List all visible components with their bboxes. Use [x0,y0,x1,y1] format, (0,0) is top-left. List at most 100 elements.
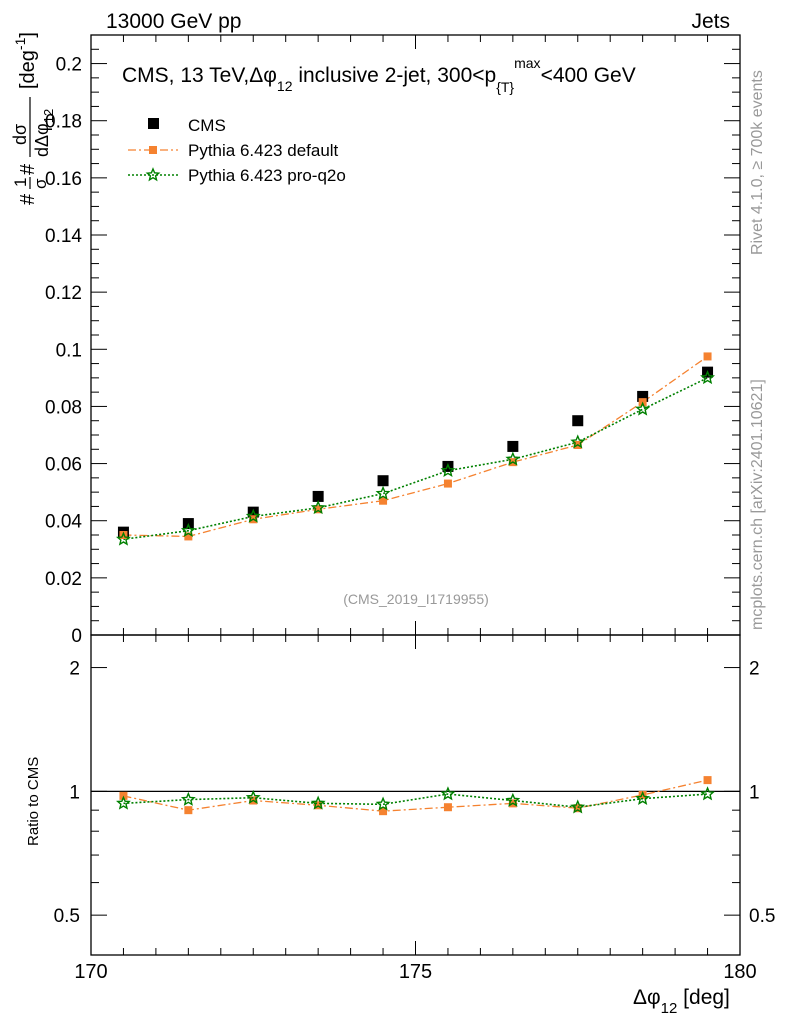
series-line-2 [123,377,708,541]
pythia-default-point [443,479,452,488]
svg-text:#: # [17,193,39,205]
y-tick-label: 0.2 [56,55,82,76]
ratio-proq2o-point [440,786,456,801]
ratio-proq2o-point [310,795,326,810]
title-subT: {T} [496,79,514,95]
ratio-proq2o-point [180,791,196,806]
cms-data-point [637,390,649,402]
x-tick-label: 175 [399,961,432,983]
ratio-default-point [379,807,388,816]
title-part-c: <400 GeV [541,64,636,87]
ratio-proq2o-point [700,786,715,801]
ratio-proq2o-point [570,799,586,814]
legend-proq2o-marker [145,167,161,182]
ratio-line-1 [123,793,708,809]
pythia-default-point [379,496,388,505]
pythia-proq2o-point [375,485,391,500]
chart-title: CMS, 13 TeV,Δφ12 inclusive 2-jet, 300<p{… [122,55,636,95]
x-tick-label: 180 [723,961,756,983]
ratio-proq2o-point [635,790,651,805]
ylabel-unit-end: ] [17,32,39,38]
ratio-y-axis-label: Ratio to CMS [25,757,42,846]
cms-data-point [572,415,584,427]
y-tick-label: 0.08 [45,397,82,418]
ylabel-frac2-densub: 12 [41,109,56,123]
ratio-series [116,776,715,816]
xlabel-sub: 12 [661,1000,678,1017]
y-tick-label: 0.06 [45,455,82,476]
y-tick-label: 0.12 [45,283,82,304]
y-tick-label: 0.14 [45,226,82,247]
pythia-proq2o-point [116,531,131,546]
pythia-proq2o-point [245,508,261,523]
pythia-proq2o-point [635,401,651,416]
rivet-version-text: Rivet 4.1.0, ≥ 700k events [749,70,766,255]
x-tick-labels: 170 175 180 [74,961,756,983]
pythia-default-point [184,532,193,541]
ylabel-frac2-den: dΔφ [32,123,52,157]
axis-ticks [90,34,741,956]
title-part-b: inclusive 2-jet, 300<p [292,64,496,87]
title-supmax: max [514,55,540,71]
legend-default-marker [149,146,157,154]
header-energy: 13000 GeV pp [106,10,241,33]
ratio-proq2o-point [245,789,261,805]
y-axis-label: # 1 σ # dσ dΔφ12 [deg-1] [10,32,56,205]
svg-text:[deg-1]: [deg-1] [12,32,39,89]
pythia-proq2o-point [570,434,586,449]
legend-cms-marker [148,118,159,129]
y-tick-label: 0.02 [45,569,82,590]
cms-data-point [312,490,324,502]
pythia-proq2o-point [700,370,715,385]
y-tick-label: 0.1 [56,340,82,361]
ylabel-frac1-den: σ [31,178,50,189]
ylabel-hash2: # [17,163,39,175]
ylabel-unit: [deg [17,50,39,89]
ratio-tick-label-right: 1 [749,782,760,803]
ratio-proq2o-point [505,792,521,807]
ratio-default-point [638,790,647,799]
pythia-proq2o-point [440,462,456,478]
pythia-proq2o-point [310,500,326,515]
ratio-default-point [443,803,452,812]
svg-text:dΔφ12: dΔφ12 [32,109,56,157]
ratio-tick-label-right: 2 [749,659,760,680]
header-category: Jets [691,10,730,33]
cms-data-point [377,475,389,487]
ratio-tick-labels: 0.5 0.5 1 1 2 2 [54,659,776,928]
legend: CMS Pythia 6.423 default Pythia 6.423 pr… [128,116,346,185]
legend-default-label: Pythia 6.423 default [188,141,339,160]
ratio-line-0 [123,779,708,812]
ratio-default-point [703,776,712,785]
ratio-proq2o-point [375,796,391,811]
y-tick-label: 0 [71,626,82,647]
ratio-proq2o-point [116,795,131,810]
title-dphi: Δφ [249,64,277,87]
pythia-default-point [703,352,712,361]
y-tick-label: 0.16 [45,169,82,190]
ylabel-frac1-num: 1 [11,178,30,187]
ylabel-hash1: # [17,193,39,205]
cms-data-point [507,440,519,452]
ratio-default-point [573,804,582,813]
y-tick-label: 0.04 [45,512,82,533]
y-tick-label: 0.18 [45,112,82,133]
ratio-tick-label-right: 0.5 [749,906,775,927]
x-tick-label: 170 [74,961,107,983]
pythia-default-point [314,505,323,514]
y-tick-labels: 0 0.02 0.04 0.06 0.08 0.1 0.12 0.14 0.16 0.18 0.2 [45,55,82,647]
pythia-proq2o-point [505,451,521,466]
title-part-a: CMS, 13 TeV, [122,64,249,87]
title-sub12: 12 [277,78,293,94]
ylabel-unit-sup: -1 [12,37,28,50]
mcplots-credit-text: mcplots.cern.ch [arXiv:2401.10621] [749,379,766,630]
ratio-tick-label-left: 2 [69,659,80,680]
main-series [116,352,715,546]
xlabel-dphi: Δφ [633,986,661,1009]
legend-proq2o-label: Pythia 6.423 pro-q2o [188,166,346,185]
legend-cms-label: CMS [188,116,226,135]
series-line-1 [123,355,708,538]
ratio-tick-label-left: 0.5 [54,906,80,927]
pythia-proq2o-point [180,522,196,538]
